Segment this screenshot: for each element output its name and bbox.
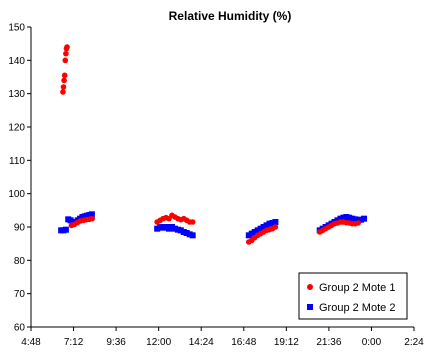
y-tick-label: 100 — [8, 189, 25, 200]
x-tick-label: 2:24 — [404, 337, 424, 348]
data-point-circle — [355, 220, 361, 226]
data-point-circle — [189, 219, 196, 225]
y-tick-label: 60 — [14, 323, 26, 334]
data-point-circle — [61, 72, 68, 79]
legend-label: Group 2 Mote 2 — [319, 302, 395, 314]
y-tick-label: 110 — [9, 156, 25, 167]
data-point-circle — [63, 50, 69, 57]
y-tick-label: 150 — [8, 23, 25, 34]
data-point-square — [272, 219, 279, 225]
legend-label: Group 2 Mote 1 — [319, 282, 395, 294]
x-tick-label: 12:00 — [146, 337, 171, 348]
x-tick-label: 0:00 — [362, 337, 382, 348]
data-point-circle — [60, 89, 66, 95]
chart-title: Relative Humidity (%) — [169, 9, 292, 23]
y-tick-label: 130 — [8, 89, 25, 100]
legend-box — [298, 272, 408, 320]
chart-series — [58, 44, 368, 245]
y-tick-label: 90 — [14, 223, 26, 234]
x-tick-label: 14:24 — [189, 337, 214, 348]
data-point-circle — [62, 57, 69, 64]
y-tick-label: 120 — [8, 123, 25, 134]
x-tick-label: 4:48 — [21, 337, 41, 348]
x-tick-label: 9:36 — [106, 337, 126, 348]
x-tick-label: 7:12 — [64, 337, 84, 348]
data-point-square — [189, 232, 196, 239]
chart-legend: Group 2 Mote 1 Group 2 Mote 2 — [298, 272, 408, 320]
x-tick-label: 21:36 — [316, 337, 341, 348]
x-tick-label: 16:48 — [231, 337, 256, 348]
data-point-square — [361, 215, 368, 222]
data-point-circle — [89, 215, 95, 222]
legend-marker-circle — [307, 284, 313, 290]
data-point-circle — [272, 224, 279, 230]
x-tick-label: 19:12 — [274, 337, 299, 348]
y-tick-label: 140 — [8, 56, 25, 67]
y-tick-label: 80 — [14, 256, 26, 267]
series-group-2-mote-1 — [60, 44, 361, 245]
legend-marker-square — [307, 304, 313, 310]
data-point-circle — [64, 44, 70, 50]
data-point-circle — [61, 77, 67, 84]
data-point-square — [62, 226, 69, 233]
y-tick-label: 70 — [14, 289, 26, 300]
chart-axes: 60 70 80 90 100 110 120 130 140 150 4:48 7:12 9:36 12… — [8, 23, 424, 349]
data-point-square — [88, 211, 95, 218]
data-point-circle — [60, 84, 67, 90]
